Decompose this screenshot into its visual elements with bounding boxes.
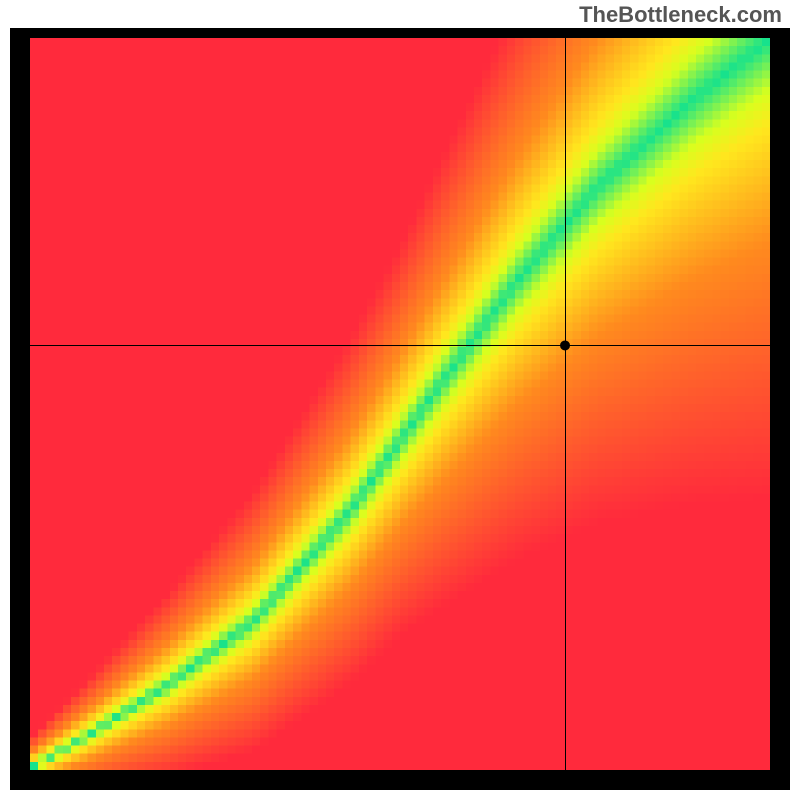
- watermark-text: TheBottleneck.com: [579, 2, 782, 28]
- plot-frame: [10, 28, 790, 790]
- marker-svg: [10, 28, 790, 790]
- marker-dot: [560, 340, 570, 350]
- chart-container: TheBottleneck.com: [0, 0, 800, 800]
